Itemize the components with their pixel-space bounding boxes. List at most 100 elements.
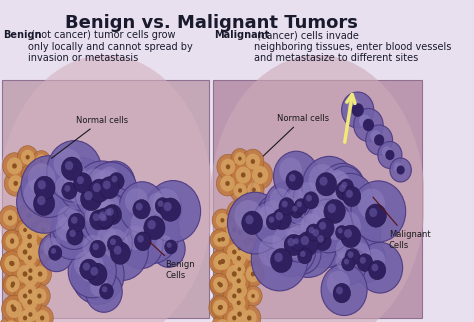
Circle shape: [284, 234, 303, 256]
Circle shape: [6, 276, 20, 291]
Circle shape: [110, 242, 130, 264]
Circle shape: [92, 183, 101, 192]
Circle shape: [344, 236, 386, 283]
Circle shape: [6, 233, 18, 248]
Circle shape: [0, 315, 24, 322]
Circle shape: [2, 230, 22, 251]
Circle shape: [167, 242, 172, 248]
Circle shape: [345, 249, 360, 265]
Circle shape: [20, 303, 41, 322]
Circle shape: [77, 229, 119, 276]
Circle shape: [351, 181, 406, 242]
Circle shape: [156, 235, 173, 253]
Circle shape: [221, 237, 225, 242]
Circle shape: [342, 256, 355, 271]
Circle shape: [23, 294, 27, 298]
Circle shape: [56, 217, 78, 241]
Circle shape: [92, 169, 118, 198]
Circle shape: [297, 232, 319, 256]
Circle shape: [238, 305, 261, 322]
Circle shape: [96, 199, 116, 223]
Circle shape: [258, 235, 287, 267]
Circle shape: [271, 249, 292, 272]
Circle shape: [228, 291, 249, 315]
Circle shape: [34, 192, 55, 215]
Circle shape: [90, 200, 114, 226]
Circle shape: [60, 166, 116, 228]
Circle shape: [231, 204, 247, 223]
Circle shape: [236, 166, 251, 184]
Circle shape: [224, 284, 245, 308]
Circle shape: [231, 282, 247, 299]
Circle shape: [272, 208, 292, 230]
Circle shape: [19, 265, 42, 291]
Circle shape: [124, 201, 179, 264]
Circle shape: [237, 288, 242, 293]
Circle shape: [82, 168, 109, 199]
Circle shape: [287, 222, 315, 254]
Circle shape: [218, 260, 222, 265]
Circle shape: [41, 228, 46, 232]
Circle shape: [90, 277, 109, 297]
Circle shape: [281, 222, 317, 262]
Circle shape: [78, 252, 104, 282]
Circle shape: [20, 280, 40, 303]
Circle shape: [36, 222, 51, 238]
Circle shape: [82, 235, 103, 258]
Circle shape: [57, 206, 80, 231]
Circle shape: [328, 204, 381, 263]
Circle shape: [228, 219, 252, 246]
Circle shape: [237, 279, 241, 283]
Circle shape: [96, 222, 148, 280]
Circle shape: [93, 213, 100, 221]
Circle shape: [87, 263, 107, 286]
Circle shape: [269, 216, 274, 223]
Circle shape: [31, 306, 53, 322]
Circle shape: [91, 267, 98, 276]
Circle shape: [7, 157, 22, 175]
Circle shape: [251, 159, 255, 164]
Circle shape: [372, 264, 378, 271]
Circle shape: [289, 174, 296, 182]
Circle shape: [221, 159, 235, 175]
Circle shape: [275, 212, 283, 221]
Circle shape: [305, 183, 362, 246]
Circle shape: [261, 200, 286, 228]
Circle shape: [239, 239, 264, 266]
Circle shape: [323, 217, 356, 254]
Circle shape: [3, 153, 26, 179]
Circle shape: [111, 175, 118, 182]
Circle shape: [242, 217, 264, 242]
Circle shape: [284, 198, 302, 218]
Circle shape: [10, 304, 14, 308]
Circle shape: [16, 220, 35, 241]
Circle shape: [50, 211, 94, 260]
Circle shape: [61, 157, 82, 180]
Circle shape: [293, 238, 299, 244]
Circle shape: [6, 234, 19, 249]
Circle shape: [282, 201, 288, 207]
Circle shape: [238, 156, 242, 161]
Circle shape: [99, 211, 106, 219]
Circle shape: [390, 158, 411, 182]
Circle shape: [88, 204, 111, 230]
Circle shape: [218, 238, 221, 242]
Circle shape: [224, 306, 245, 322]
Circle shape: [214, 277, 228, 293]
Circle shape: [257, 206, 276, 227]
Circle shape: [21, 207, 37, 224]
Circle shape: [32, 218, 55, 242]
Circle shape: [228, 310, 241, 322]
Circle shape: [303, 219, 347, 268]
Circle shape: [75, 161, 129, 222]
Circle shape: [102, 229, 128, 259]
Circle shape: [232, 250, 237, 254]
Circle shape: [51, 248, 56, 254]
Circle shape: [160, 198, 181, 221]
Circle shape: [14, 284, 36, 308]
Circle shape: [272, 228, 297, 256]
Circle shape: [48, 245, 62, 260]
Circle shape: [217, 171, 239, 196]
Circle shape: [233, 262, 245, 276]
Circle shape: [30, 240, 52, 264]
